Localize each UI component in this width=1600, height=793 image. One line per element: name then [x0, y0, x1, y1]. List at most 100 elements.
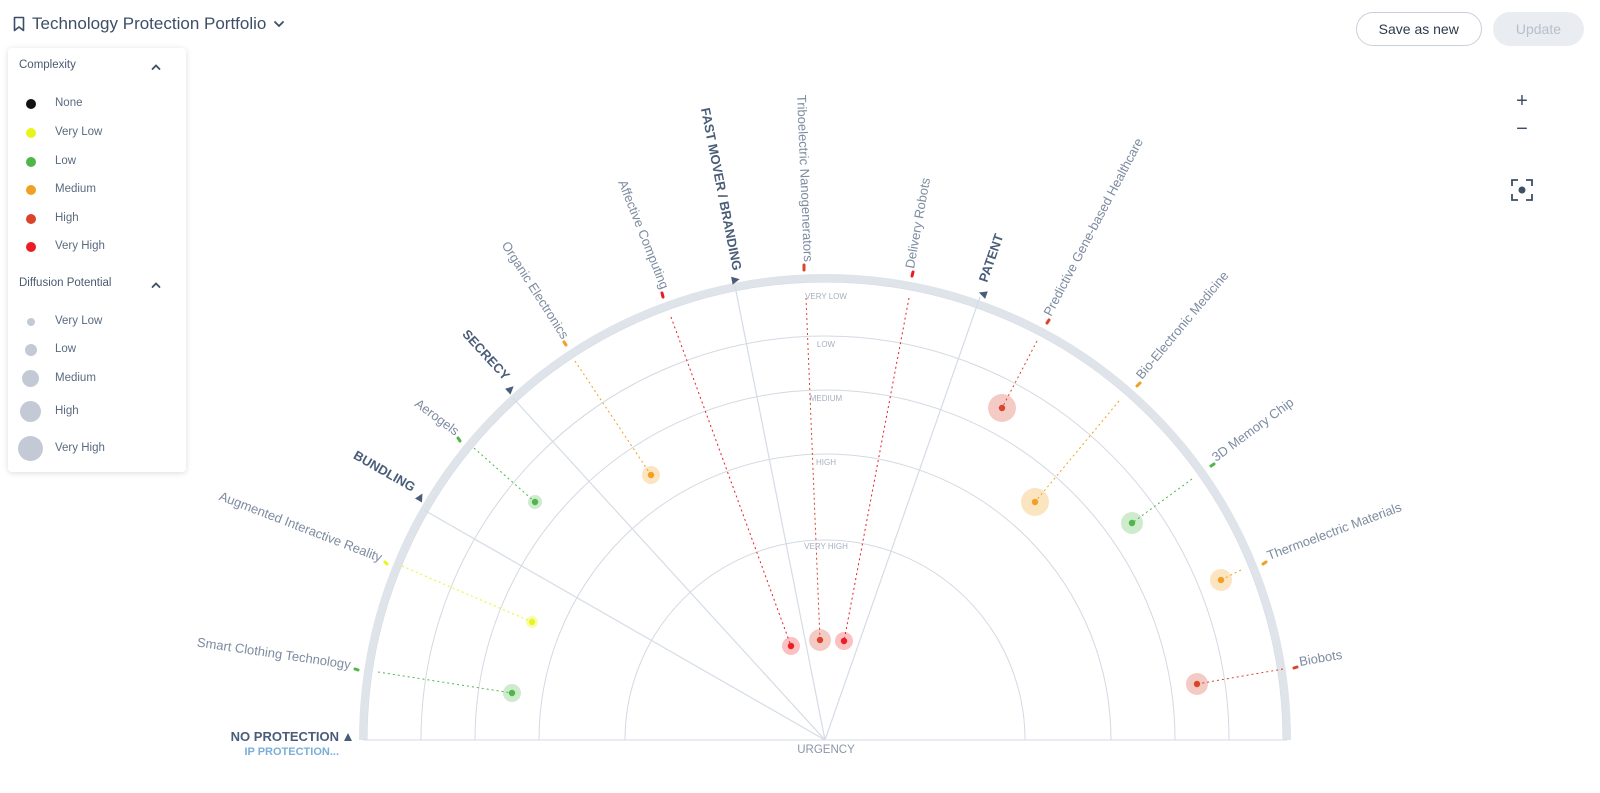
complexity-legend-title: Complexity: [19, 59, 76, 71]
label-ticks: [353, 263, 1299, 672]
label-tick: [1209, 462, 1216, 468]
legend-item-diffusion-medium: Medium: [8, 369, 186, 389]
label-tick: [1135, 381, 1142, 388]
tech-label-affective-computing: Affective Computing: [615, 178, 672, 291]
connector-line: [1034, 400, 1120, 503]
chevron-up-icon[interactable]: [149, 278, 163, 292]
size-dot-icon: [22, 370, 39, 387]
connector-line: [805, 297, 821, 641]
connector-line: [843, 297, 910, 642]
data-point[interactable]: [835, 632, 853, 650]
connector-line: [670, 316, 792, 647]
triangle-icon: [978, 291, 988, 299]
legend-item-complexity-high: High: [8, 209, 186, 229]
bookmark-icon[interactable]: [12, 16, 26, 32]
data-point[interactable]: [1121, 512, 1143, 534]
tech-label-biobots: Biobots: [1298, 647, 1344, 669]
label-tick: [456, 436, 462, 443]
ring-label: LOW: [817, 340, 836, 349]
tech-label-augmented-reality: Augmented Interactive Reality: [217, 488, 385, 565]
sector-line: [512, 397, 826, 741]
page-title[interactable]: Technology Protection Portfolio: [32, 14, 267, 33]
triangle-icon: [505, 386, 514, 395]
sector-labels: NO PROTECTION BUNDLING SECRECY FAST MOVE…: [231, 106, 1007, 744]
zoom-in-button[interactable]: +: [1516, 89, 1528, 112]
sector-label-secrecy: SECRECY: [459, 326, 513, 383]
label-tick: [1292, 665, 1299, 670]
data-point[interactable]: [642, 466, 660, 484]
triangle-icon: [415, 493, 423, 503]
urgency-label: URGENCY: [797, 744, 855, 756]
data-point[interactable]: [528, 495, 542, 509]
update-button[interactable]: Update: [1492, 12, 1584, 46]
connector-line: [574, 360, 652, 476]
sector-line: [824, 296, 981, 741]
data-point[interactable]: [782, 637, 800, 655]
sector-line: [423, 509, 826, 741]
ring-arc: [366, 281, 1284, 741]
ring-arc: [474, 389, 1176, 741]
connector-line: [1220, 569, 1242, 581]
triangle-icon: [344, 733, 352, 741]
size-dot-icon: [20, 401, 41, 422]
label-tick: [562, 340, 568, 347]
ring-label: HIGH: [816, 458, 836, 467]
tech-label-organic-electronics: Organic Electronics: [499, 239, 573, 342]
tech-label-3d-memory: 3D Memory Chip: [1209, 395, 1296, 465]
data-point[interactable]: [1021, 488, 1049, 516]
legend-item-diffusion-low: Low: [8, 340, 186, 360]
sector-label-fast-mover: FAST MOVER / BRANDING: [698, 106, 745, 271]
ring-arcs: [366, 281, 1284, 741]
data-point[interactable]: [526, 616, 538, 628]
connector-line: [377, 671, 513, 694]
size-dot-icon: [27, 318, 35, 326]
data-point[interactable]: [809, 629, 831, 651]
connector-line: [401, 565, 533, 623]
legend-item-complexity-low: Low: [8, 152, 186, 172]
data-point[interactable]: [503, 684, 521, 702]
data-points[interactable]: [503, 394, 1232, 702]
legend-item-diffusion-high: High: [8, 401, 186, 422]
data-point[interactable]: [1210, 569, 1232, 591]
sector-lines: [423, 285, 981, 741]
size-dot-icon: [25, 344, 37, 356]
color-dot-icon: [26, 157, 36, 167]
legend-item-complexity-medium: Medium: [8, 180, 186, 200]
tech-label-bio-electronic: Bio-Electronic Medicine: [1133, 268, 1232, 382]
connector-line: [473, 447, 536, 503]
sector-label-no-protection: NO PROTECTION: [231, 729, 339, 744]
save-as-new-button[interactable]: Save as new: [1355, 12, 1482, 46]
connector-lines: [377, 297, 1284, 694]
chevron-down-icon[interactable]: [272, 17, 286, 31]
ring-labels: VERY LOW LOW MEDIUM HIGH VERY HIGH: [804, 292, 848, 551]
legend-item-complexity-none: None: [8, 94, 186, 114]
sector-arrows: [344, 276, 988, 741]
legend-item-diffusion-very-low: Very Low: [8, 312, 186, 332]
tech-label-predictive-gene: Predictive Gene-based Healthcare: [1040, 135, 1146, 318]
color-dot-icon: [26, 99, 36, 109]
ring-arc: [624, 539, 1026, 741]
label-tick: [383, 560, 389, 566]
color-dot-icon: [26, 242, 36, 252]
toolbar: Save as new Update: [1355, 12, 1584, 46]
ring-label: VERY HIGH: [804, 542, 848, 551]
zoom-out-button[interactable]: −: [1516, 117, 1528, 140]
chevron-up-icon[interactable]: [149, 60, 163, 74]
ring-arc: [538, 453, 1112, 741]
ring-label: VERY LOW: [805, 292, 847, 301]
legend-item-complexity-very-low: Very Low: [8, 123, 186, 143]
fit-to-screen-icon[interactable]: [1510, 178, 1534, 202]
data-point[interactable]: [1186, 673, 1208, 695]
size-dot-icon: [18, 436, 43, 461]
color-dot-icon: [26, 185, 36, 195]
label-tick: [1045, 318, 1051, 325]
diffusion-legend-title: Diffusion Potential: [19, 277, 112, 289]
color-dot-icon: [26, 128, 36, 138]
legend-panel: Complexity None Very Low Low Medium High…: [8, 48, 186, 472]
triangle-icon: [731, 276, 740, 285]
data-point[interactable]: [988, 394, 1016, 422]
page-header: Technology Protection Portfolio: [12, 14, 286, 34]
label-tick: [910, 270, 915, 278]
sector-line: [734, 285, 826, 741]
